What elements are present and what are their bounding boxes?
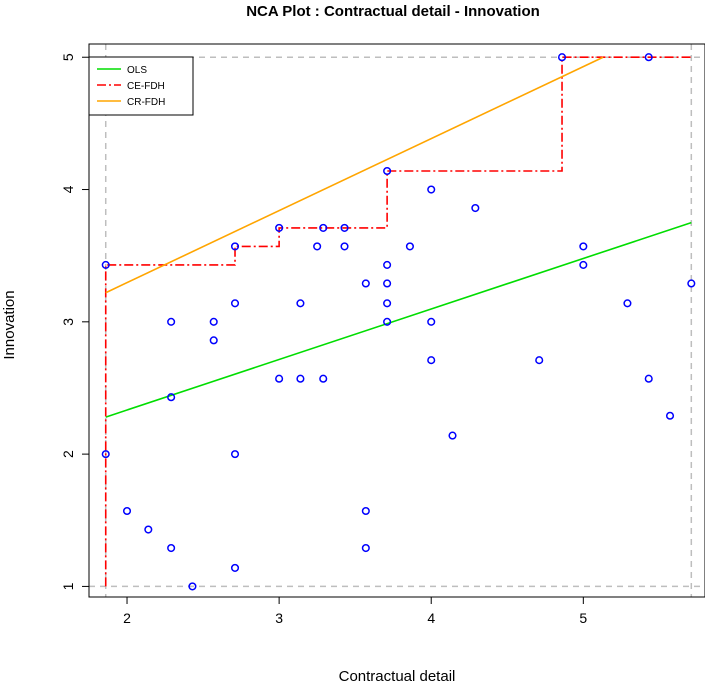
- x-tick-label: 2: [123, 610, 131, 626]
- data-point: [361, 506, 370, 516]
- x-tick-label: 5: [579, 610, 587, 626]
- y-tick-label: 4: [60, 185, 76, 193]
- data-point: [383, 166, 392, 176]
- data-point: [230, 563, 240, 572]
- data-point: [101, 260, 110, 269]
- data-point: [296, 299, 305, 308]
- x-axis: 2 3 4 5: [123, 597, 587, 626]
- data-point: [313, 242, 322, 251]
- data-point: [340, 223, 349, 232]
- series-line-cr-fdh: [105, 56, 604, 294]
- data-point: [361, 279, 370, 288]
- data-point: [167, 317, 176, 326]
- data-point: [167, 544, 176, 553]
- data-point: [535, 356, 544, 365]
- legend: OLS CE-FDH CR-FDH: [88, 56, 194, 116]
- data-point: [144, 525, 153, 534]
- y-tick-label: 1: [60, 582, 76, 590]
- legend-label: CR-FDH: [127, 97, 165, 108]
- data-point: [230, 242, 240, 251]
- legend-label: OLS: [127, 65, 147, 76]
- data-point: [209, 317, 218, 326]
- data-point: [383, 299, 392, 308]
- data-point: [427, 185, 436, 194]
- data-point: [122, 506, 132, 516]
- data-point: [340, 242, 349, 251]
- data-point: [275, 374, 284, 383]
- data-point: [230, 299, 240, 308]
- data-point: [557, 53, 567, 62]
- y-axis-label: Innovation: [1, 290, 18, 359]
- x-axis-label: Contractual detail: [339, 668, 456, 685]
- chart-title: NCA Plot : Contractual detail - Innovati…: [246, 3, 540, 20]
- data-point: [296, 374, 305, 383]
- data-point: [427, 317, 436, 326]
- data-point: [579, 260, 588, 269]
- data-point: [101, 450, 110, 459]
- x-tick-label: 4: [427, 610, 435, 626]
- scatter-points: [101, 53, 696, 591]
- data-point: [427, 356, 436, 365]
- series-line-ols: [105, 221, 692, 418]
- data-point: [687, 279, 696, 288]
- data-point: [230, 450, 240, 459]
- series-line-ce-fdh: [104, 56, 692, 587]
- data-point: [275, 223, 284, 232]
- data-point: [319, 374, 328, 383]
- data-point: [319, 223, 328, 232]
- y-tick-label: 3: [60, 318, 76, 326]
- frontier-lines: [104, 56, 692, 587]
- data-point: [361, 544, 370, 553]
- data-point: [383, 317, 392, 326]
- x-tick-label: 3: [275, 610, 283, 626]
- data-point: [623, 299, 632, 308]
- data-point: [188, 582, 197, 591]
- y-axis: 1 2 3 4 5: [60, 53, 89, 590]
- data-point: [383, 260, 392, 269]
- legend-label: CE-FDH: [127, 81, 165, 92]
- data-point: [209, 336, 218, 345]
- plot-frame: [88, 43, 705, 598]
- data-point: [383, 279, 392, 288]
- data-point: [579, 242, 588, 251]
- y-tick-label: 5: [60, 53, 76, 61]
- data-point: [405, 242, 414, 251]
- data-point: [644, 53, 653, 62]
- data-point: [471, 203, 480, 213]
- data-point: [167, 393, 176, 402]
- y-tick-label: 2: [60, 450, 76, 458]
- data-point: [665, 411, 675, 420]
- data-point: [448, 431, 457, 440]
- legend-box: [88, 56, 194, 116]
- data-point: [644, 374, 653, 383]
